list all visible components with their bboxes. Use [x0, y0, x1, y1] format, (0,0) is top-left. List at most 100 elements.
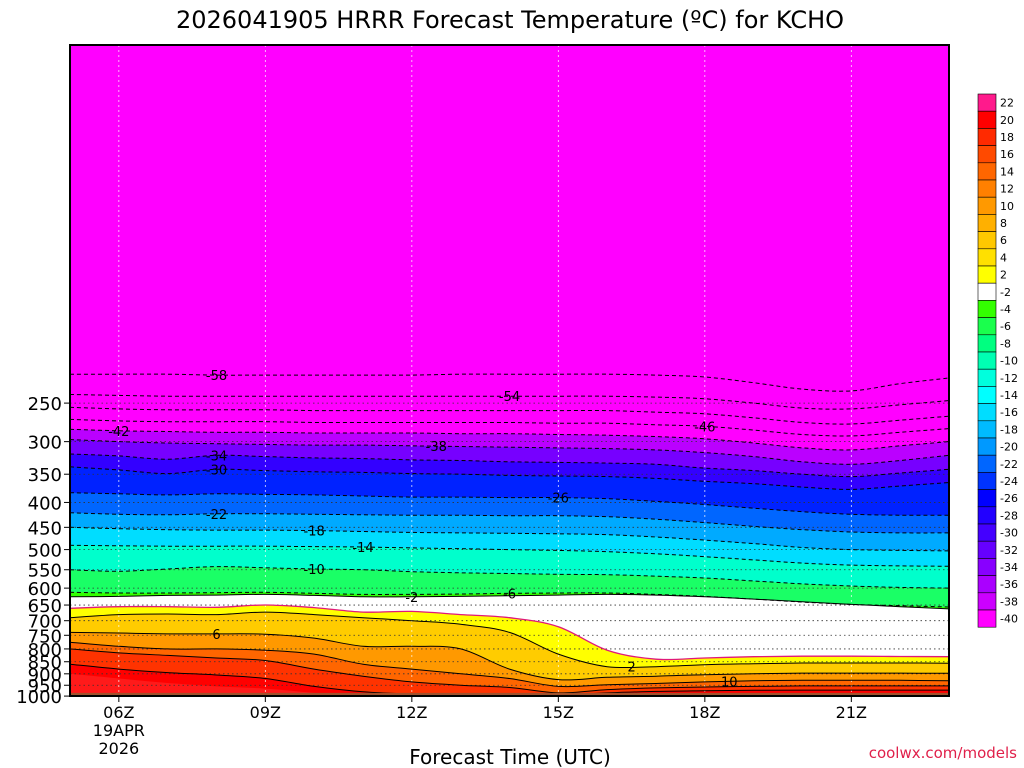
contour-label: 6 [212, 628, 220, 643]
colorbar-label: 2 [1000, 269, 1007, 282]
colorbar-label: -6 [1000, 320, 1011, 333]
y-tick-label: 600 [28, 579, 62, 600]
colorbar-swatch [977, 128, 997, 146]
grid [70, 45, 949, 696]
x-axis-label: Forecast Time (UTC) [409, 745, 611, 768]
colorbar-label: -16 [1000, 406, 1018, 419]
colorbar-label: -26 [1000, 492, 1018, 505]
y-tick-label: 400 [28, 493, 62, 514]
temperature-bands [70, 45, 949, 696]
colorbar-swatch [977, 351, 997, 370]
colorbar-swatch [977, 437, 997, 456]
colorbar-label: -28 [1000, 509, 1018, 522]
contour-label: -2 [405, 591, 418, 606]
colorbar-label: 12 [1000, 183, 1014, 196]
x-tick-label: 21Z [836, 703, 867, 722]
contour-label: 2 [627, 661, 635, 676]
colorbar-swatch [977, 540, 997, 559]
colorbar-swatch [977, 575, 997, 594]
colorbar-label: -24 [1000, 475, 1018, 488]
contour-label: -10 [304, 563, 325, 578]
contour-label: -46 [694, 420, 715, 435]
colorbar-swatch [977, 110, 997, 129]
colorbar-label: -12 [1000, 372, 1018, 385]
colorbar-label: 20 [1000, 114, 1014, 127]
y-tick-label: 350 [28, 465, 62, 486]
colorbar-swatch [977, 368, 997, 387]
contour-line [70, 648, 949, 694]
colorbar-swatch [977, 472, 997, 490]
colorbar-swatch [977, 592, 997, 611]
contour-line [70, 611, 949, 669]
ground-fill [70, 692, 949, 696]
x-tick-label: 18Z [689, 703, 720, 722]
temperature-band [70, 664, 949, 696]
y-tick-label: 450 [28, 518, 62, 539]
colorbar-label: 22 [1000, 97, 1014, 110]
colorbar-label: -40 [1000, 613, 1018, 626]
y-tick-label: 900 [28, 665, 62, 686]
colorbar-swatch [977, 454, 997, 473]
ground-layer [70, 692, 949, 696]
contour-labels: -58-54-46-42-38-34-30-26-22-18-14-10-6-2… [108, 369, 738, 690]
contour-lines [70, 373, 949, 696]
contour-label: -58 [206, 369, 227, 384]
contour-label: 10 [721, 675, 738, 690]
colorbar-label: 16 [1000, 148, 1014, 161]
x-tick-sublabel: 19APR [93, 721, 145, 740]
plot-frame [69, 44, 950, 697]
x-tick-label: 09Z [250, 703, 281, 722]
colorbar-swatch [977, 489, 997, 508]
x-tick-sublabel: 2026 [98, 739, 139, 758]
colorbar-swatch [977, 506, 997, 525]
contour-line [70, 593, 949, 610]
y-tick-label: 950 [28, 676, 62, 697]
colorbar-label: 18 [1000, 131, 1014, 144]
contour-label: -14 [352, 541, 373, 556]
contour-label: -18 [304, 525, 325, 540]
colorbar-label: -30 [1000, 527, 1018, 540]
colorbar-label: 8 [1000, 217, 1007, 230]
colorbar-label: 10 [1000, 200, 1014, 213]
contour-label: -26 [548, 492, 569, 507]
colorbar-swatch [977, 214, 997, 232]
colorbar-swatch [977, 145, 997, 164]
colorbar-label: -18 [1000, 423, 1018, 436]
y-tick-label: 550 [28, 561, 62, 582]
colorbar-label: -10 [1000, 355, 1018, 368]
colorbar-label: -38 [1000, 595, 1018, 608]
contour-label: -38 [426, 440, 447, 455]
colorbar-swatch [977, 162, 997, 181]
colorbar-swatch [977, 523, 997, 542]
colorbar-swatch [977, 609, 997, 628]
colorbar-label: -8 [1000, 337, 1011, 350]
colorbar-label: -20 [1000, 441, 1018, 454]
chart-title: 2026041905 HRRR Forecast Temperature (ºC… [176, 6, 844, 34]
colorbar-label: -2 [1000, 286, 1011, 299]
y-tick-label: 850 [28, 653, 62, 674]
y-tick-label: 250 [28, 394, 62, 415]
colorbar-swatch [977, 93, 997, 112]
colorbar-label: -36 [1000, 578, 1018, 591]
colorbar-swatch [977, 248, 997, 267]
colorbar-swatch [977, 265, 997, 284]
colorbar-label: 14 [1000, 165, 1014, 178]
colorbar-swatch [977, 196, 997, 215]
contour-label: -30 [206, 463, 227, 478]
colorbar-label: -14 [1000, 389, 1018, 402]
y-tick-label: 1000 [16, 687, 62, 708]
contour-label: -54 [499, 390, 520, 405]
contour-label: -6 [503, 587, 516, 602]
y-tick-label: 700 [28, 612, 62, 633]
colorbar-label: -34 [1000, 561, 1018, 574]
x-tick-label: 12Z [396, 703, 427, 722]
y-tick-label: 500 [28, 541, 62, 562]
contour-label: -42 [108, 425, 129, 440]
colorbar-swatch [977, 420, 997, 439]
colorbar: 22 20 18 16 14 12 10 8 6 4 2 -2 -4 -6 -8 -10 -12 -14 -16 -1… [977, 93, 1018, 628]
colorbar-swatch [977, 317, 997, 336]
contour-label: -34 [206, 449, 227, 464]
colorbar-label: -32 [1000, 544, 1018, 557]
